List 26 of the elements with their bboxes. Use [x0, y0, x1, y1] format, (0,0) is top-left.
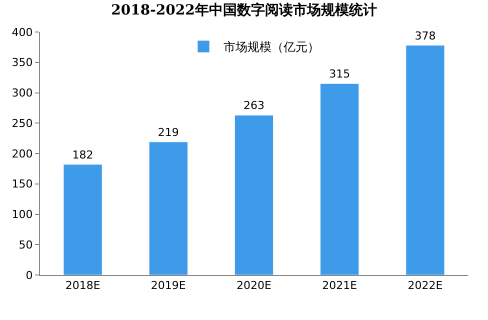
y-tick-label: 250 — [12, 116, 33, 130]
data-label: 219 — [158, 126, 179, 139]
y-tick-label: 300 — [12, 86, 33, 100]
chart-title: 2018-2022年中国数字阅读市场规模统计 — [111, 2, 377, 19]
y-tick-label: 200 — [12, 147, 33, 160]
y-tick-label: 100 — [12, 208, 33, 222]
data-label: 315 — [329, 68, 350, 81]
bar — [148, 142, 188, 275]
data-label: 263 — [244, 99, 264, 112]
x-tick-label: 2020E — [236, 279, 272, 292]
y-tick-label: 350 — [12, 56, 33, 70]
y-tick-label: 400 — [12, 26, 33, 39]
data-label: 182 — [72, 148, 94, 162]
x-tick-label: 2018E — [65, 279, 100, 292]
x-tick-label: 2022E — [408, 279, 443, 292]
y-tick-label: 150 — [12, 178, 33, 191]
legend-label: 市场规模（亿元） — [224, 40, 320, 54]
bar — [320, 83, 360, 275]
data-label: 378 — [414, 29, 436, 42]
x-tick-label: 2021E — [322, 279, 358, 292]
y-tick-label: 50 — [18, 238, 33, 252]
bar — [63, 164, 102, 275]
bar — [234, 114, 274, 275]
bar — [406, 45, 445, 275]
y-tick-label: 0 — [26, 268, 33, 282]
x-tick-label: 2019E — [150, 279, 186, 292]
